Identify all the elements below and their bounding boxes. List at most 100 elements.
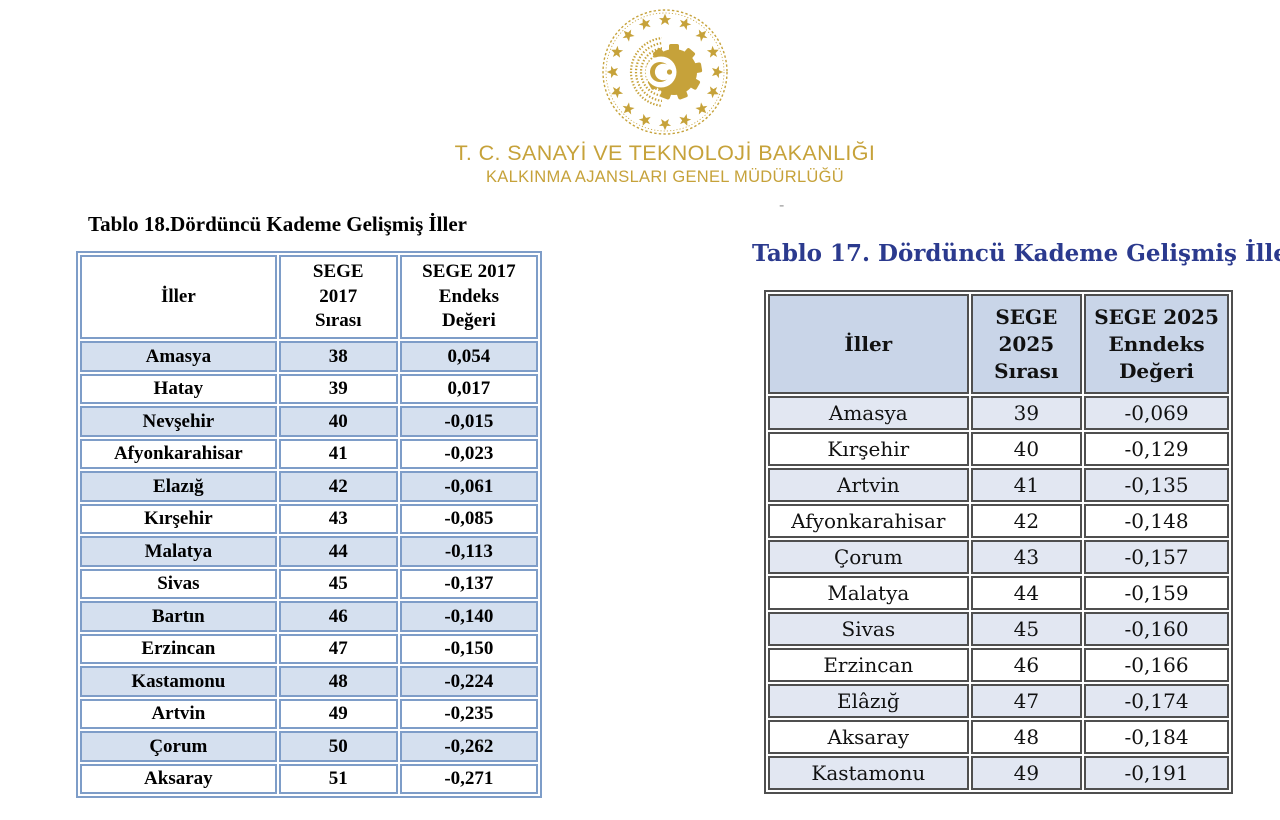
table-row: Elazığ 42 -0,061 [80,471,538,502]
cell-province: Erzincan [768,648,969,682]
table-2025: İller SEGE 2025 Sırası SEGE 2025 Enndeks… [764,290,1233,794]
cell-index-value: -0,015 [399,406,538,437]
cell-index-value: -0,224 [399,666,538,697]
table-row: Hatay 39 0,017 [80,373,538,404]
ministry-header: T. C. SANAYİ VE TEKNOLOJİ BAKANLIĞI KALK… [425,6,905,187]
cell-rank: 39 [970,396,1083,430]
cell-index-value: -0,085 [399,503,538,534]
cell-rank: 42 [278,471,398,502]
cell-rank: 47 [970,684,1083,718]
col-header-sege2017-endeks: SEGE 2017 Endeks Değeri [399,255,538,339]
cell-province: Malatya [80,536,277,567]
cell-rank: 39 [278,373,398,404]
cell-rank: 45 [278,568,398,599]
table-row: Elâzığ 47 -0,174 [768,684,1229,718]
cell-rank: 46 [278,601,398,632]
cell-rank: 38 [278,341,398,372]
cell-index-value: -0,174 [1084,684,1229,718]
table-row: Sivas 45 -0,160 [768,612,1229,646]
cell-province: Artvin [80,698,277,729]
cell-province: Sivas [80,568,277,599]
cell-index-value: -0,137 [399,568,538,599]
table-row: Çorum 43 -0,157 [768,540,1229,574]
cell-province: Artvin [768,468,969,502]
ministry-emblem-icon [602,9,728,135]
cell-province: Aksaray [80,763,277,794]
cell-rank: 46 [970,648,1083,682]
cell-index-value: -0,150 [399,633,538,664]
cell-province: Çorum [80,731,277,762]
table-row: Çorum 50 -0,262 [80,731,538,762]
cell-rank: 48 [278,666,398,697]
table-row: Artvin 49 -0,235 [80,698,538,729]
cell-province: Nevşehir [80,406,277,437]
table-2017: İller SEGE 2017 Sırası SEGE 2017 Endeks … [76,251,542,798]
cell-rank: 50 [278,731,398,762]
cell-province: Çorum [768,540,969,574]
cell-province: Malatya [768,576,969,610]
table-row: Malatya 44 -0,159 [768,576,1229,610]
cell-rank: 40 [278,406,398,437]
cell-rank: 41 [278,438,398,469]
table-row: Amasya 39 -0,069 [768,396,1229,430]
cell-rank: 44 [970,576,1083,610]
cell-index-value: -0,023 [399,438,538,469]
cell-province: Kastamonu [768,756,969,790]
col-header-iller: İller [80,255,277,339]
directorate-name: KALKINMA AJANSLARI GENEL MÜDÜRLÜĞÜ [485,168,844,186]
table-2017-header-row: İller SEGE 2017 Sırası SEGE 2017 Endeks … [80,255,538,339]
cell-index-value: -0,271 [399,763,538,794]
cell-province: Sivas [768,612,969,646]
cell-province: Amasya [80,341,277,372]
table-row: Kastamonu 49 -0,191 [768,756,1229,790]
cell-province: Kırşehir [768,432,969,466]
cell-rank: 47 [278,633,398,664]
table-row: Afyonkarahisar 41 -0,023 [80,438,538,469]
cell-province: Elâzığ [768,684,969,718]
ministry-name: T. C. SANAYİ VE TEKNOLOJİ BAKANLIĞI [454,141,876,165]
cell-index-value: -0,262 [399,731,538,762]
cell-index-value: -0,129 [1084,432,1229,466]
cell-index-value: -0,191 [1084,756,1229,790]
table-2025-title: Tablo 17. Dördüncü Kademe Gelişmiş İller [752,240,1280,267]
cell-index-value: -0,140 [399,601,538,632]
col-header-sege2025-sirasi: SEGE 2025 Sırası [970,294,1083,394]
table-row: Sivas 45 -0,137 [80,568,538,599]
cell-index-value: -0,069 [1084,396,1229,430]
cell-rank: 42 [970,504,1083,538]
cell-province: Bartın [80,601,277,632]
col-header-sege2025-endeks: SEGE 2025 Enndeks Değeri [1084,294,1229,394]
cell-province: Kastamonu [80,666,277,697]
table-row: Malatya 44 -0,113 [80,536,538,567]
cell-index-value: -0,159 [1084,576,1229,610]
cell-province: Hatay [80,373,277,404]
table-row: Kırşehir 40 -0,129 [768,432,1229,466]
cell-rank: 40 [970,432,1083,466]
cell-index-value: -0,135 [1084,468,1229,502]
table-row: Kırşehir 43 -0,085 [80,503,538,534]
cell-index-value: -0,235 [399,698,538,729]
cell-rank: 49 [278,698,398,729]
cell-index-value: 0,054 [399,341,538,372]
cell-rank: 41 [970,468,1083,502]
cell-rank: 48 [970,720,1083,754]
cell-index-value: -0,160 [1084,612,1229,646]
cell-rank: 49 [970,756,1083,790]
table-row: Aksaray 51 -0,271 [80,763,538,794]
cell-rank: 43 [278,503,398,534]
cell-province: Amasya [768,396,969,430]
cell-rank: 44 [278,536,398,567]
cell-rank: 45 [970,612,1083,646]
cell-index-value: 0,017 [399,373,538,404]
cell-index-value: -0,061 [399,471,538,502]
table-row: Erzincan 47 -0,150 [80,633,538,664]
table-2025-header-row: İller SEGE 2025 Sırası SEGE 2025 Enndeks… [768,294,1229,394]
col-header-sege2017-sirasi: SEGE 2017 Sırası [278,255,398,339]
table-row: Bartın 46 -0,140 [80,601,538,632]
cell-rank: 51 [278,763,398,794]
cell-province: Afyonkarahisar [80,438,277,469]
cell-province: Erzincan [80,633,277,664]
cell-index-value: -0,166 [1084,648,1229,682]
cell-index-value: -0,184 [1084,720,1229,754]
